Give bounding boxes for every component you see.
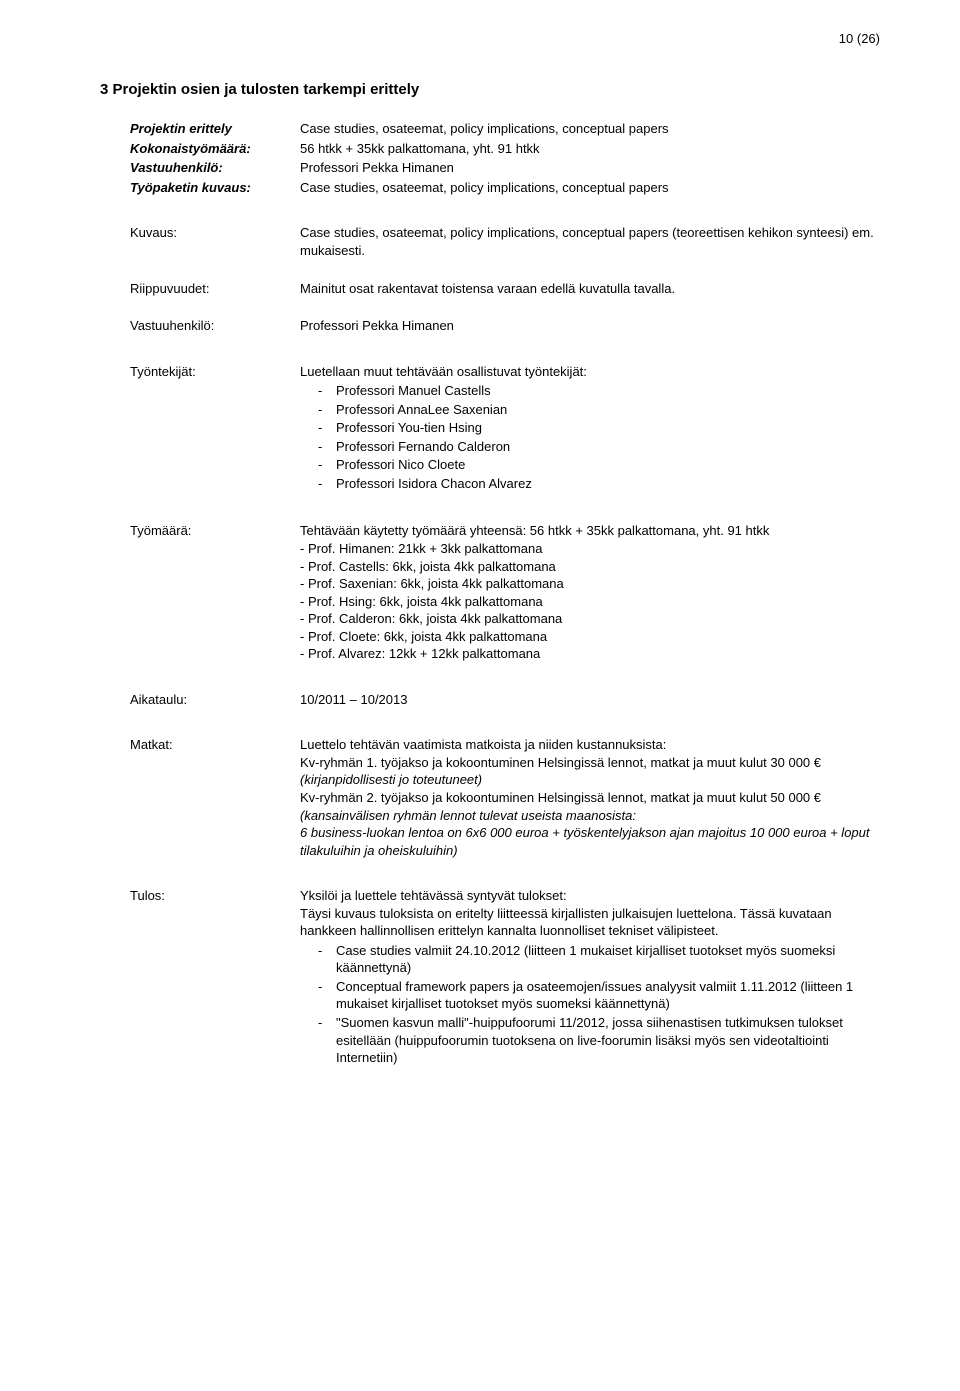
tulos-intro: Yksilöi ja luettele tehtävässä syntyvät … [300, 887, 880, 905]
list-item: -Case studies valmiit 24.10.2012 (liitte… [336, 942, 880, 977]
dash-icon: - [318, 942, 322, 960]
tyomaara-section: Työmäärä: Tehtävään käytetty työmäärä yh… [130, 522, 880, 662]
list-item-text: "Suomen kasvun malli"-huippufoorumi 11/2… [336, 1015, 843, 1065]
tulos-section: Tulos: Yksilöi ja luettele tehtävässä sy… [130, 887, 880, 1068]
dash-icon: - [318, 419, 322, 437]
list-item: -Professori Isidora Chacon Alvarez [336, 475, 880, 493]
tyomaara-line: - Prof. Castells: 6kk, joista 4kk palkat… [300, 558, 880, 576]
matkat-section: Matkat: Luettelo tehtävän vaatimista mat… [130, 736, 880, 859]
list-item-text: Professori AnnaLee Saxenian [336, 402, 507, 417]
vastuuhenkilo-value: Professori Pekka Himanen [300, 317, 880, 335]
tulos-body: Täysi kuvaus tuloksista on eritelty liit… [300, 905, 880, 940]
list-item-text: Conceptual framework papers ja osateemoj… [336, 979, 853, 1012]
dash-icon: - [318, 1014, 322, 1032]
tyomaara-line: - Prof. Saxenian: 6kk, joista 4kk palkat… [300, 575, 880, 593]
dash-icon: - [318, 438, 322, 456]
tyomaara-line: - Prof. Hsing: 6kk, joista 4kk palkattom… [300, 593, 880, 611]
list-item: -Professori AnnaLee Saxenian [336, 401, 880, 419]
document-page: 10 (26) 3 Projektin osien ja tulosten ta… [0, 0, 960, 1391]
tyomaara-line: - Prof. Cloete: 6kk, joista 4kk palkatto… [300, 628, 880, 646]
kuvaus-label: Kuvaus: [130, 224, 300, 259]
list-item-text: Professori Manuel Castells [336, 383, 491, 398]
dash-icon: - [318, 382, 322, 400]
list-item-text: Professori Nico Cloete [336, 457, 465, 472]
section-heading: 3 Projektin osien ja tulosten tarkempi e… [100, 80, 880, 100]
page-number: 10 (26) [839, 30, 880, 48]
matkat-intro: Luettelo tehtävän vaatimista matkoista j… [300, 736, 880, 754]
list-item: -Professori Nico Cloete [336, 456, 880, 474]
tyomaara-label: Työmäärä: [130, 522, 300, 662]
overview-value: Professori Pekka Himanen [300, 159, 880, 177]
overview-value: 56 htkk + 35kk palkattomana, yht. 91 htk… [300, 140, 880, 158]
matkat-line: Kv-ryhmän 2. työjakso ja kokoontuminen H… [300, 789, 880, 807]
overview-row: Vastuuhenkilö: Professori Pekka Himanen [130, 159, 880, 177]
list-item: -Conceptual framework papers ja osateemo… [336, 978, 880, 1013]
matkat-line: Kv-ryhmän 1. työjakso ja kokoontuminen H… [300, 754, 880, 772]
vastuuhenkilo-section: Vastuuhenkilö: Professori Pekka Himanen [130, 317, 880, 335]
dash-icon: - [318, 401, 322, 419]
dash-icon: - [318, 475, 322, 493]
tyomaara-line: - Prof. Himanen: 21kk + 3kk palkattomana [300, 540, 880, 558]
aikataulu-section: Aikataulu: 10/2011 – 10/2013 [130, 691, 880, 709]
tyontekijat-section: Työntekijät: Luetellaan muut tehtävään o… [130, 363, 880, 495]
tulos-list: -Case studies valmiit 24.10.2012 (liitte… [300, 942, 880, 1067]
matkat-italic-note: (kansainvälisen ryhmän lennot tulevat us… [300, 807, 880, 860]
riippuvuudet-value: Mainitut osat rakentavat toistensa varaa… [300, 280, 880, 298]
overview-row: Kokonaistyömäärä: 56 htkk + 35kk palkatt… [130, 140, 880, 158]
list-item: -Professori Manuel Castells [336, 382, 880, 400]
overview-label: Työpaketin kuvaus: [130, 179, 300, 197]
overview-row: Työpaketin kuvaus: Case studies, osateem… [130, 179, 880, 197]
aikataulu-label: Aikataulu: [130, 691, 300, 709]
aikataulu-value: 10/2011 – 10/2013 [300, 691, 880, 709]
list-item-text: Case studies valmiit 24.10.2012 (liittee… [336, 943, 835, 976]
kuvaus-section: Kuvaus: Case studies, osateemat, policy … [130, 224, 880, 259]
list-item-text: Professori Isidora Chacon Alvarez [336, 476, 532, 491]
matkat-italic-note: (kirjanpidollisesti jo toteutuneet) [300, 771, 880, 789]
overview-value: Case studies, osateemat, policy implicat… [300, 120, 880, 138]
tyomaara-line: - Prof. Alvarez: 12kk + 12kk palkattoman… [300, 645, 880, 663]
tyontekijat-list: -Professori Manuel Castells -Professori … [300, 382, 880, 492]
list-item-text: Professori You-tien Hsing [336, 420, 482, 435]
vastuuhenkilo-label: Vastuuhenkilö: [130, 317, 300, 335]
overview-section: Projektin erittely Case studies, osateem… [130, 120, 880, 196]
dash-icon: - [318, 456, 322, 474]
overview-label: Vastuuhenkilö: [130, 159, 300, 177]
overview-row: Projektin erittely Case studies, osateem… [130, 120, 880, 138]
overview-label: Projektin erittely [130, 120, 300, 138]
list-item: -Professori Fernando Calderon [336, 438, 880, 456]
riippuvuudet-label: Riippuvuudet: [130, 280, 300, 298]
riippuvuudet-section: Riippuvuudet: Mainitut osat rakentavat t… [130, 280, 880, 298]
tulos-label: Tulos: [130, 887, 300, 1068]
tyontekijat-label: Työntekijät: [130, 363, 300, 495]
dash-icon: - [318, 978, 322, 996]
tyontekijat-intro: Luetellaan muut tehtävään osallistuvat t… [300, 363, 880, 381]
overview-value: Case studies, osateemat, policy implicat… [300, 179, 880, 197]
list-item: -"Suomen kasvun malli"-huippufoorumi 11/… [336, 1014, 880, 1067]
matkat-label: Matkat: [130, 736, 300, 859]
overview-label: Kokonaistyömäärä: [130, 140, 300, 158]
tyomaara-line: - Prof. Calderon: 6kk, joista 4kk palkat… [300, 610, 880, 628]
list-item-text: Professori Fernando Calderon [336, 439, 510, 454]
kuvaus-value: Case studies, osateemat, policy implicat… [300, 224, 880, 259]
list-item: -Professori You-tien Hsing [336, 419, 880, 437]
tyomaara-intro: Tehtävään käytetty työmäärä yhteensä: 56… [300, 522, 880, 540]
